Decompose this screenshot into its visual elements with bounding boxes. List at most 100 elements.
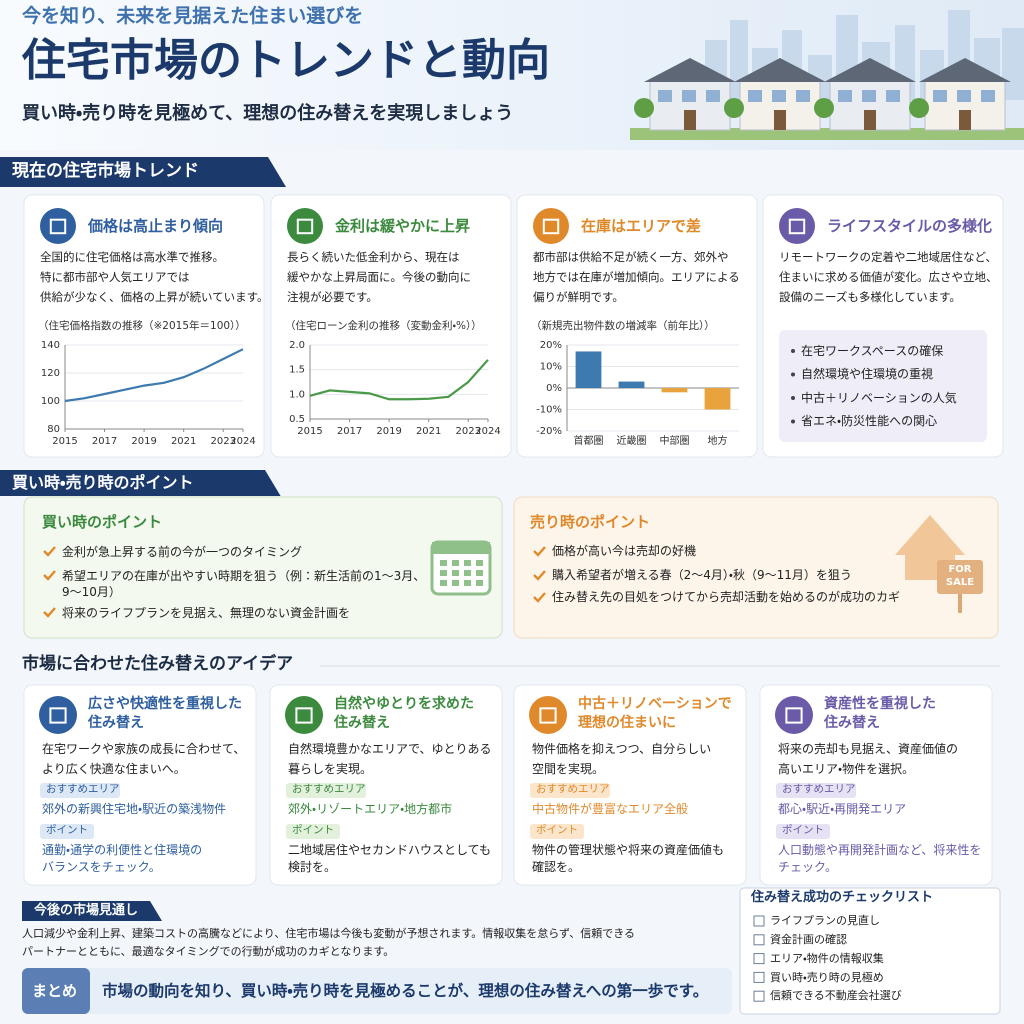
bar xyxy=(661,388,688,393)
y-tick-label: 80 xyxy=(47,424,60,435)
x-tick-label: 2023 xyxy=(210,436,235,447)
tag-label: おすすめエリア xyxy=(292,783,366,796)
house-door xyxy=(684,110,696,130)
icon xyxy=(529,696,567,734)
calendar-cell xyxy=(440,570,447,576)
house-door xyxy=(864,110,876,130)
y-tick-label: 10% xyxy=(540,362,562,373)
x-tick-label: 中部圏 xyxy=(660,434,690,447)
list-item: 中古＋リノベーションの人気 xyxy=(801,390,957,405)
house-roof xyxy=(644,58,736,82)
house-door xyxy=(959,110,971,130)
idea-body: 暮らしを実現。 xyxy=(288,761,373,776)
checkbox xyxy=(753,953,765,965)
x-tick-label: 首都圏 xyxy=(574,434,604,447)
house-window xyxy=(772,90,786,102)
icon-glyph xyxy=(49,218,67,235)
recommended-area: 郊外・リゾートエリア・地方都市 xyxy=(288,801,453,816)
chart-title: （住宅価格指数の推移（※2015年＝100）） xyxy=(38,320,246,333)
y-tick-label: 100 xyxy=(41,396,60,407)
tag xyxy=(530,783,610,798)
idea-title: 理想の住まいに xyxy=(578,715,676,732)
house-window xyxy=(862,90,876,102)
tag-label: ポイント xyxy=(782,824,824,837)
house-window xyxy=(682,90,696,102)
calendar-cell xyxy=(476,580,483,586)
idea-body: 空間を実現。 xyxy=(532,761,605,776)
buy-item: 金利が急上昇する前の今が一つのタイミング xyxy=(62,544,303,559)
tag-label: おすすめエリア xyxy=(536,783,610,796)
y-tick-label: 0.5 xyxy=(289,414,305,425)
tag xyxy=(286,824,340,839)
calendar-cell xyxy=(476,570,483,576)
bullet xyxy=(791,349,795,353)
idea-point: 確認を。 xyxy=(532,859,581,874)
y-tick-label: 1.5 xyxy=(289,365,305,376)
icon-glyph xyxy=(296,218,314,235)
card-body: 注視が必要です。 xyxy=(287,289,378,304)
icon xyxy=(775,696,813,734)
idea-point: バランスをチェック。 xyxy=(42,859,161,874)
tag xyxy=(776,783,856,798)
tree xyxy=(909,98,929,118)
y-tick-label: 2.0 xyxy=(289,340,305,351)
card-title: 金利は緩やかに上昇 xyxy=(335,216,471,235)
idea-title: 住み替え xyxy=(88,715,144,732)
card-body: 全国的に住宅価格は高水準で推移。 xyxy=(40,249,224,264)
tag xyxy=(286,783,366,798)
checklist-item: 買い時・売り時の見極め xyxy=(770,970,884,984)
outlook-body: 人口減少や金利上昇、建築コストの高騰などにより、住宅市場は今後も変動が予想されま… xyxy=(22,927,636,941)
checkbox xyxy=(753,934,765,946)
house-window xyxy=(706,90,720,102)
buy-item: 希望エリアの在庫が出やすい時期を狙う（例：新生活前の1〜3月、9〜10月） xyxy=(62,568,426,599)
x-tick-label: 2021 xyxy=(416,426,441,437)
recommended-area: 郊外の新興住宅地・駅近の築浅物件 xyxy=(42,801,227,816)
card-title: ライフスタイルの多様化 xyxy=(827,216,993,235)
idea-title: 中古＋リノベーションで xyxy=(578,696,732,713)
list-item: 自然環境や住環境の重視 xyxy=(801,367,934,382)
buy-title: 買い時のポイント xyxy=(42,512,163,531)
x-tick-label: 2019 xyxy=(131,436,156,447)
house-window xyxy=(748,90,762,102)
y-tick-label: -10% xyxy=(536,405,562,416)
calendar-cell xyxy=(440,560,447,566)
y-tick-label: 20% xyxy=(540,340,562,351)
trend-card xyxy=(23,194,265,458)
data-line xyxy=(309,359,489,401)
calendar-cell xyxy=(440,580,447,586)
icon-glyph xyxy=(49,707,67,724)
trend-card xyxy=(516,194,758,458)
sell-item: 購入希望者が増える春（2〜4月）・秋（9〜11月）を狙う xyxy=(552,567,852,582)
house-window xyxy=(981,90,995,102)
card-body: 偏りが鮮明です。 xyxy=(533,289,624,304)
house-window xyxy=(838,90,852,102)
card-title: 在庫はエリアで差 xyxy=(581,216,702,235)
checklist-item: 資金計画の確認 xyxy=(770,932,847,946)
card-body: 長らく続いた低金利から、現在は xyxy=(287,249,460,264)
calendar-cell xyxy=(452,560,459,566)
card-body: 特に都市部や人気エリアでは xyxy=(40,269,190,284)
house-window xyxy=(933,90,947,102)
y-tick-label: 0% xyxy=(546,383,562,394)
checklist-item: エリア・物件の情報収集 xyxy=(770,951,884,965)
idea-title: 広さや快適性を重視した xyxy=(88,696,242,713)
check-mark xyxy=(533,570,546,581)
recommended-area: 都心・駅近・再開発エリア xyxy=(778,801,907,816)
checklist-title: 住み替え成功のチェックリスト xyxy=(748,889,937,906)
checklist-item: 信頼できる不動産会社選び xyxy=(770,989,902,1003)
tag-label: ポイント xyxy=(292,824,334,837)
section-heading: 買い時・売り時のポイント xyxy=(12,473,194,493)
idea-body: 自然環境豊かなエリアで、ゆとりある xyxy=(288,741,492,756)
tree xyxy=(724,98,744,118)
idea-title: 資産性を重視した xyxy=(824,696,936,713)
icon xyxy=(285,696,323,734)
icon xyxy=(533,208,569,244)
x-tick-label: 2024 xyxy=(475,426,500,437)
summary-bar xyxy=(22,968,732,1014)
card-body: リモートワークの定着や二地域居住など、 xyxy=(779,249,997,264)
idea-point: 人口動態や再開発計画など、将来性を xyxy=(778,842,982,857)
tag-label: おすすめエリア xyxy=(46,783,120,796)
house-roof xyxy=(734,58,826,82)
x-tick-label: 地方 xyxy=(708,434,728,447)
x-tick-label: 2023 xyxy=(455,426,480,437)
